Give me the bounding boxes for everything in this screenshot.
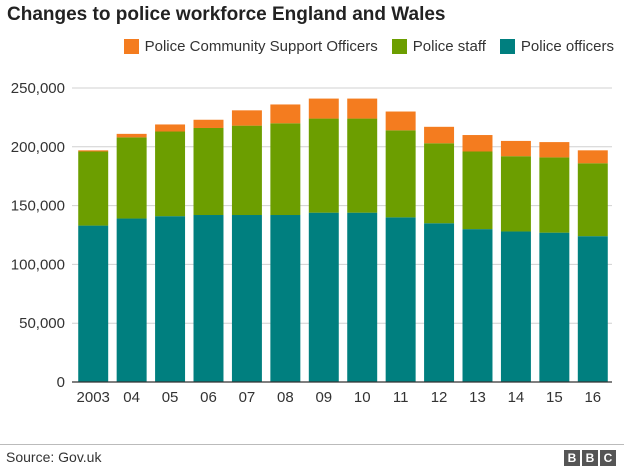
bar-segment-police-officers — [193, 215, 224, 382]
source-note: Source: Gov.uk — [6, 449, 102, 465]
bar-segment-police-community-support-officers — [577, 150, 608, 164]
y-tick-label: 0 — [57, 374, 65, 391]
bar-segment-police-community-support-officers — [270, 104, 301, 124]
bar-segment-police-staff — [155, 131, 186, 217]
bar-segment-police-officers — [577, 236, 608, 382]
chart-title: Changes to police workforce England and … — [7, 4, 446, 25]
y-tick-label: 100,000 — [11, 256, 65, 273]
x-tick-label: 05 — [162, 389, 179, 406]
legend-swatch-officers — [499, 39, 515, 54]
bar-segment-police-officers — [116, 218, 147, 382]
bar-segment-police-staff — [539, 157, 570, 233]
bar-segment-police-community-support-officers — [424, 126, 455, 144]
legend-label-pcso: Police Community Support Officers — [144, 38, 378, 55]
bar-segment-police-staff — [270, 123, 301, 216]
bbc-logo-letter: B — [564, 450, 580, 466]
x-tick-label: 06 — [200, 389, 217, 406]
bar-segment-police-officers — [155, 216, 186, 382]
legend-item-staff: Police staff — [391, 38, 486, 55]
footer-divider — [0, 444, 624, 445]
bar-segment-police-staff — [116, 137, 147, 219]
x-tick-label: 14 — [508, 389, 525, 406]
bbc-logo: B B C — [564, 450, 616, 466]
bar-segment-police-officers — [462, 229, 493, 382]
legend-item-pcso: Police Community Support Officers — [123, 38, 378, 55]
bar-segment-police-staff — [424, 143, 455, 224]
bar-segment-police-community-support-officers — [347, 98, 378, 119]
stacked-bar-chart: 0 50,000 100,000 150,000 200,000 250,000 2003 0… — [11, 80, 612, 406]
bar-segment-police-community-support-officers — [116, 133, 147, 138]
y-tick-label: 150,000 — [11, 198, 65, 215]
y-tick-label: 200,000 — [11, 139, 65, 156]
bar-segment-police-officers — [424, 223, 455, 382]
bar-segment-police-staff — [462, 151, 493, 230]
bar-segment-police-officers — [308, 212, 339, 382]
bar-segment-police-staff — [577, 163, 608, 237]
bar-segment-police-community-support-officers — [193, 119, 224, 128]
bar-segment-police-officers — [500, 231, 531, 382]
x-tick-label: 11 — [393, 389, 409, 406]
bar-segment-police-officers — [78, 225, 109, 382]
legend-swatch-staff — [391, 39, 407, 54]
bar-segment-police-staff — [193, 127, 224, 215]
x-tick-label: 16 — [584, 389, 601, 406]
bar-segment-police-community-support-officers — [155, 124, 186, 132]
x-tick-label: 04 — [123, 389, 140, 406]
bar-segment-police-officers — [347, 212, 378, 382]
x-tick-label: 08 — [277, 389, 294, 406]
bar-segment-police-community-support-officers — [78, 150, 109, 152]
x-tick-label: 2003 — [77, 389, 110, 406]
bar-segment-police-community-support-officers — [385, 111, 416, 131]
x-tick-label: 10 — [354, 389, 371, 406]
x-tick-label: 13 — [469, 389, 486, 406]
bar-segment-police-community-support-officers — [462, 135, 493, 152]
x-tick-label: 07 — [239, 389, 256, 406]
y-tick-label: 50,000 — [19, 315, 65, 332]
x-tick-label: 12 — [431, 389, 448, 406]
bar-segment-police-community-support-officers — [539, 142, 570, 158]
bar-segment-police-officers — [270, 215, 301, 382]
bar-segment-police-community-support-officers — [308, 98, 339, 119]
x-tick-label: 15 — [546, 389, 563, 406]
bar-segment-police-officers — [385, 217, 416, 382]
bar-segment-police-staff — [308, 118, 339, 213]
legend-label-staff: Police staff — [412, 38, 486, 55]
bar-segment-police-staff — [347, 118, 378, 213]
bar-segment-police-staff — [78, 151, 109, 226]
y-tick-label: 250,000 — [11, 80, 65, 97]
bar-segment-police-staff — [231, 125, 262, 216]
bar-segment-police-community-support-officers — [231, 110, 262, 126]
bar-segment-police-staff — [385, 130, 416, 218]
x-tick-label: 09 — [315, 389, 332, 406]
legend-swatch-pcso — [123, 39, 139, 54]
bar-segment-police-officers — [231, 215, 262, 382]
chart-legend: Police Community Support Officers Police… — [123, 38, 614, 55]
bar-segment-police-staff — [500, 156, 531, 232]
bbc-logo-letter: B — [582, 450, 598, 466]
legend-label-officers: Police officers — [520, 38, 614, 55]
legend-item-officers: Police officers — [499, 38, 614, 55]
bar-segment-police-officers — [539, 232, 570, 382]
bbc-logo-letter: C — [600, 450, 616, 466]
bar-segment-police-community-support-officers — [500, 140, 531, 157]
